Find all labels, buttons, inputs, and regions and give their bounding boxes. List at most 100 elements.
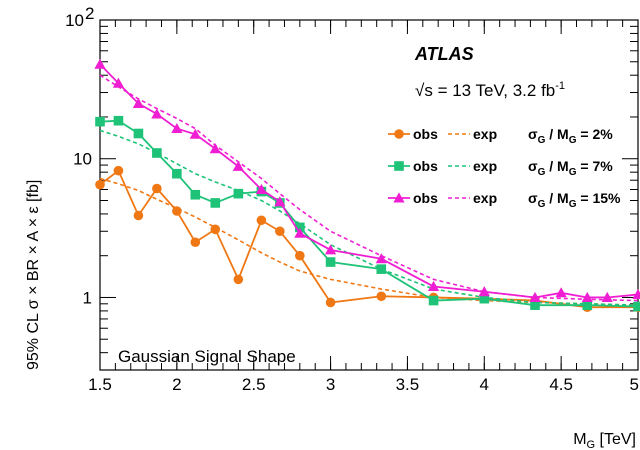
data-point-circle [325,297,336,308]
width-mid: / M [545,190,568,206]
width-sub2: G [569,167,577,178]
width-value: = 7% [576,158,613,174]
width-sigma: σ [528,126,538,142]
legend: obs exp σG / MG = 2%obs exp σG / MG = 7%obs e… [388,126,621,210]
legend-row: obs exp σG / MG = 15% [388,190,621,210]
data-point-circle [190,237,201,248]
x-tick-label: 4.5 [549,375,573,394]
data-point-triangle [132,97,145,109]
data-point-triangle [189,128,201,139]
x-tick-label: 5 [630,375,639,394]
data-point-triangle [555,287,567,298]
data-point-triangle [112,77,125,88]
energy-text: = 13 TeV, 3.2 fb [433,81,555,100]
y-axis-title: 95% CL σ × BR × A × ε [fb] [25,180,42,370]
data-point-triangle [601,291,613,302]
signal-shape-label: Gaussian Signal Shape [118,347,296,366]
atlas-label: ATLAS [414,44,474,64]
data-point-triangle [393,192,405,203]
data-point-square [233,188,244,199]
legend-width-label: σG / MG = 2% [528,126,613,146]
data-point-circle [133,210,144,221]
data-point-square [428,295,439,306]
data-point-triangle [232,160,244,171]
width-sub: G [538,167,546,178]
width-sub: G [538,199,546,210]
data-point-triangle [151,108,163,119]
expected-line [99,74,639,302]
data-point-triangle [632,288,640,300]
data-point-square [95,116,105,127]
legend-obs-label: obs [413,126,438,142]
legend-row: obs exp σG / MG = 7% [388,158,613,178]
data-point-square [582,300,593,310]
series-layer [94,58,640,313]
data-point-square [133,128,144,139]
data-point-triangle [171,122,183,134]
data-point-triangle [94,58,106,69]
legend-obs-label: obs [413,158,438,174]
y-tick-label: 10 [73,150,92,169]
data-point-triangle [324,244,337,255]
data-point-square [152,148,162,158]
data-point-circle [394,129,404,139]
x-tick-label: 2.5 [242,375,266,394]
data-point-triangle [581,291,593,302]
width-sub2: G [569,135,577,146]
data-point-triangle [209,143,221,154]
legend-row: obs exp σG / MG = 2% [388,126,613,146]
plot-frame [99,19,639,371]
x-tick-label: 1.5 [88,375,112,394]
data-point-circle [95,179,105,190]
x-tick-label: 3 [326,375,335,394]
legend-exp-label: exp [473,126,497,142]
data-point-circle [256,215,267,226]
data-point-square [172,168,182,179]
legend-exp-label: exp [473,158,497,174]
data-point-triangle [255,183,267,194]
width-mid: / M [545,126,568,142]
x-axis-title-main: M [573,431,586,448]
data-point-circle [233,274,244,285]
data-point-square [295,222,305,233]
x-axis-title: MG [TeV] [573,431,636,450]
width-sub: G [538,135,546,146]
data-point-square [394,161,404,171]
width-sub2: G [569,199,577,210]
data-point-circle [210,224,221,235]
series-circle [95,165,640,313]
legend-width-label: σG / MG = 7% [528,158,613,178]
energy-sqrt: √s [415,81,433,100]
x-axis-title-sub: G [587,439,596,450]
data-point-triangle [294,227,306,238]
data-point-circle [172,206,182,216]
width-sigma: σ [528,190,538,206]
data-point-circle [113,165,124,176]
observed-line [99,63,639,299]
data-point-triangle [427,280,440,291]
y-tick-exponent: 2 [85,4,94,23]
width-value: = 15% [576,190,621,206]
energy-sup: -1 [555,80,565,92]
data-point-square [210,198,221,208]
data-point-square [530,300,540,310]
legend-obs-label: obs [413,190,438,206]
data-point-square [190,189,201,200]
legend-exp-label: exp [473,190,497,206]
data-point-circle [152,183,162,194]
data-point-square [633,301,640,312]
data-point-square [376,264,387,274]
data-point-triangle [274,196,286,207]
data-point-triangle [478,286,490,297]
data-point-square [325,257,336,267]
width-sigma: σ [528,158,538,174]
width-mid: / M [545,158,568,174]
data-point-triangle [529,291,541,302]
data-point-square [479,293,490,304]
y-tick-label: 10 [65,11,84,30]
data-point-circle [275,226,285,237]
x-tick-label: 4 [480,375,489,394]
energy-label: √s = 13 TeV, 3.2 fb-1 [415,80,565,100]
